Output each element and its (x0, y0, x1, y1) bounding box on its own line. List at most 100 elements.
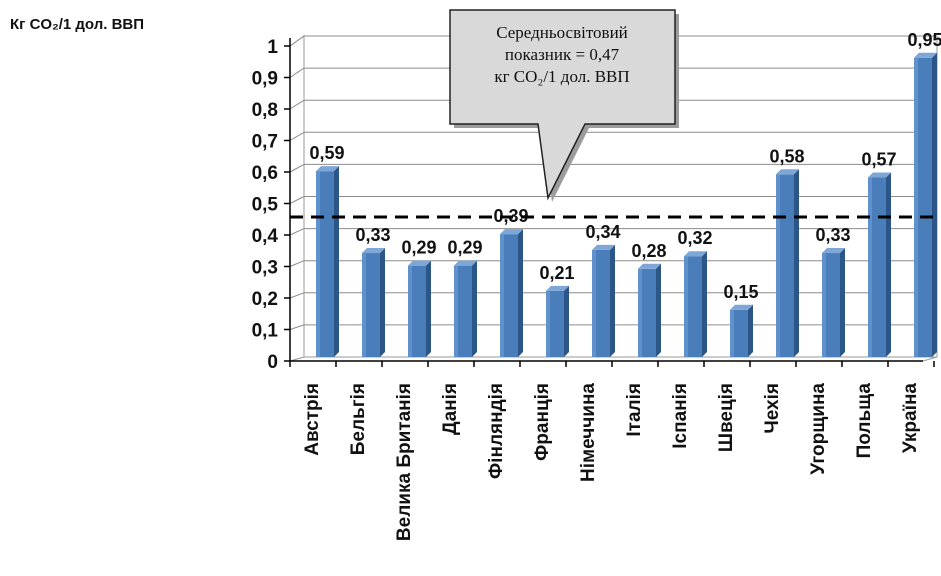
x-tick-label: Італія (624, 383, 645, 437)
x-tick-label: Іспанія (670, 383, 691, 449)
data-label: 0,29 (447, 238, 482, 258)
bar-highlight (638, 268, 642, 357)
x-tick-label: Велика Британія (394, 383, 415, 541)
data-label: 0,59 (309, 143, 344, 163)
bar-top (362, 248, 385, 254)
x-tick-label: Німеччина (578, 383, 599, 482)
x-tick-label: Угорщина (808, 383, 829, 475)
callout-line-2: показник = 0,47 (504, 45, 620, 64)
x-tick-label: Фінляндія (486, 383, 507, 479)
bar-side (656, 263, 661, 357)
bar-top (914, 52, 937, 58)
bar-highlight (454, 265, 458, 357)
bar-highlight (868, 177, 872, 357)
y-tick-label: 0,2 (252, 289, 278, 310)
data-label: 0,21 (539, 263, 574, 283)
data-label: 0,33 (815, 225, 850, 245)
bar (638, 268, 656, 357)
bar-top (546, 285, 569, 291)
callout-box (449, 9, 676, 201)
y-tick-label: 0,1 (252, 321, 279, 342)
gridline-side (289, 163, 305, 173)
bar-top (684, 251, 707, 257)
bar (822, 253, 840, 357)
bar (546, 290, 564, 357)
data-label: 0,95 (907, 30, 941, 50)
data-label: 0,33 (355, 225, 390, 245)
bar-side (472, 260, 477, 357)
bar (362, 253, 380, 357)
data-label: 0,29 (401, 238, 436, 258)
bar-side (518, 229, 523, 357)
bar-highlight (914, 57, 918, 357)
y-tick-label: 0,7 (252, 132, 278, 153)
bar-side (840, 248, 845, 357)
y-tick-label: 0,4 (252, 226, 279, 247)
y-tick-label: 1 (267, 37, 278, 58)
bar (684, 256, 702, 357)
x-tick-label: Бельгія (348, 383, 369, 455)
data-label: 0,57 (861, 149, 896, 169)
bar-top (408, 260, 431, 266)
bar-highlight (730, 309, 734, 357)
data-label: 0,34 (585, 222, 620, 242)
bar-side (380, 248, 385, 357)
bar-side (564, 285, 569, 357)
bar-top (454, 260, 477, 266)
bar-side (932, 52, 937, 357)
x-tick-label: Швеція (716, 383, 737, 452)
y-tick-label: 0,8 (252, 100, 278, 121)
bar-highlight (408, 265, 412, 357)
bar-highlight (684, 256, 688, 357)
y-tick-label: 0,3 (252, 258, 278, 279)
bar-top (776, 169, 799, 175)
callout-line-3: кг CO₂/1 дол. ВВП (494, 67, 630, 86)
gridline-side (289, 131, 305, 141)
bar (500, 234, 518, 357)
gridline-side (289, 324, 305, 330)
bar-highlight (316, 171, 320, 357)
gridline-side (289, 99, 305, 110)
bar-highlight (500, 234, 504, 357)
gridline-side (289, 67, 305, 78)
data-label: 0,58 (769, 146, 804, 166)
x-tick-label: Україна (900, 383, 921, 454)
x-tick-label: Франція (532, 383, 553, 461)
gridline-side (289, 35, 305, 47)
y-tick-label: 0,5 (252, 195, 279, 216)
y-tick-label: 0 (267, 352, 278, 373)
gridline-side (289, 228, 305, 236)
bar-top (316, 166, 339, 172)
gridline-side (289, 260, 305, 267)
callout-line-1: Середньосвітовий (496, 23, 628, 42)
bar (868, 177, 886, 357)
bar-side (886, 172, 891, 357)
y-axis-label: Кг CO₂/1 дол. ВВП (10, 16, 145, 33)
bar-side (748, 304, 753, 357)
x-tick-label: Австрія (302, 383, 323, 456)
bar (454, 265, 472, 357)
plot-side-wall (289, 35, 305, 362)
bar-side (334, 166, 339, 357)
bar-highlight (776, 174, 780, 357)
bar-top (638, 263, 661, 269)
bar-top (822, 248, 845, 254)
bar (914, 57, 932, 357)
data-label: 0,32 (677, 228, 712, 248)
gridline-side (289, 196, 305, 204)
bar (776, 174, 794, 357)
data-label: 0,28 (631, 241, 666, 261)
bar-highlight (546, 290, 550, 357)
x-tick-label: Чехія (762, 383, 783, 434)
bar-top (868, 172, 891, 178)
callout-text: Середньосвітовий показник = 0,47 кг CO₂/… (452, 22, 672, 88)
bar-highlight (592, 249, 596, 357)
bar (730, 309, 748, 357)
gridline-side (289, 292, 305, 299)
y-tick-label: 0,6 (252, 163, 278, 184)
bar-side (794, 169, 799, 357)
bar (408, 265, 426, 357)
bar-top (592, 244, 615, 250)
x-tick-label: Польща (854, 383, 875, 459)
